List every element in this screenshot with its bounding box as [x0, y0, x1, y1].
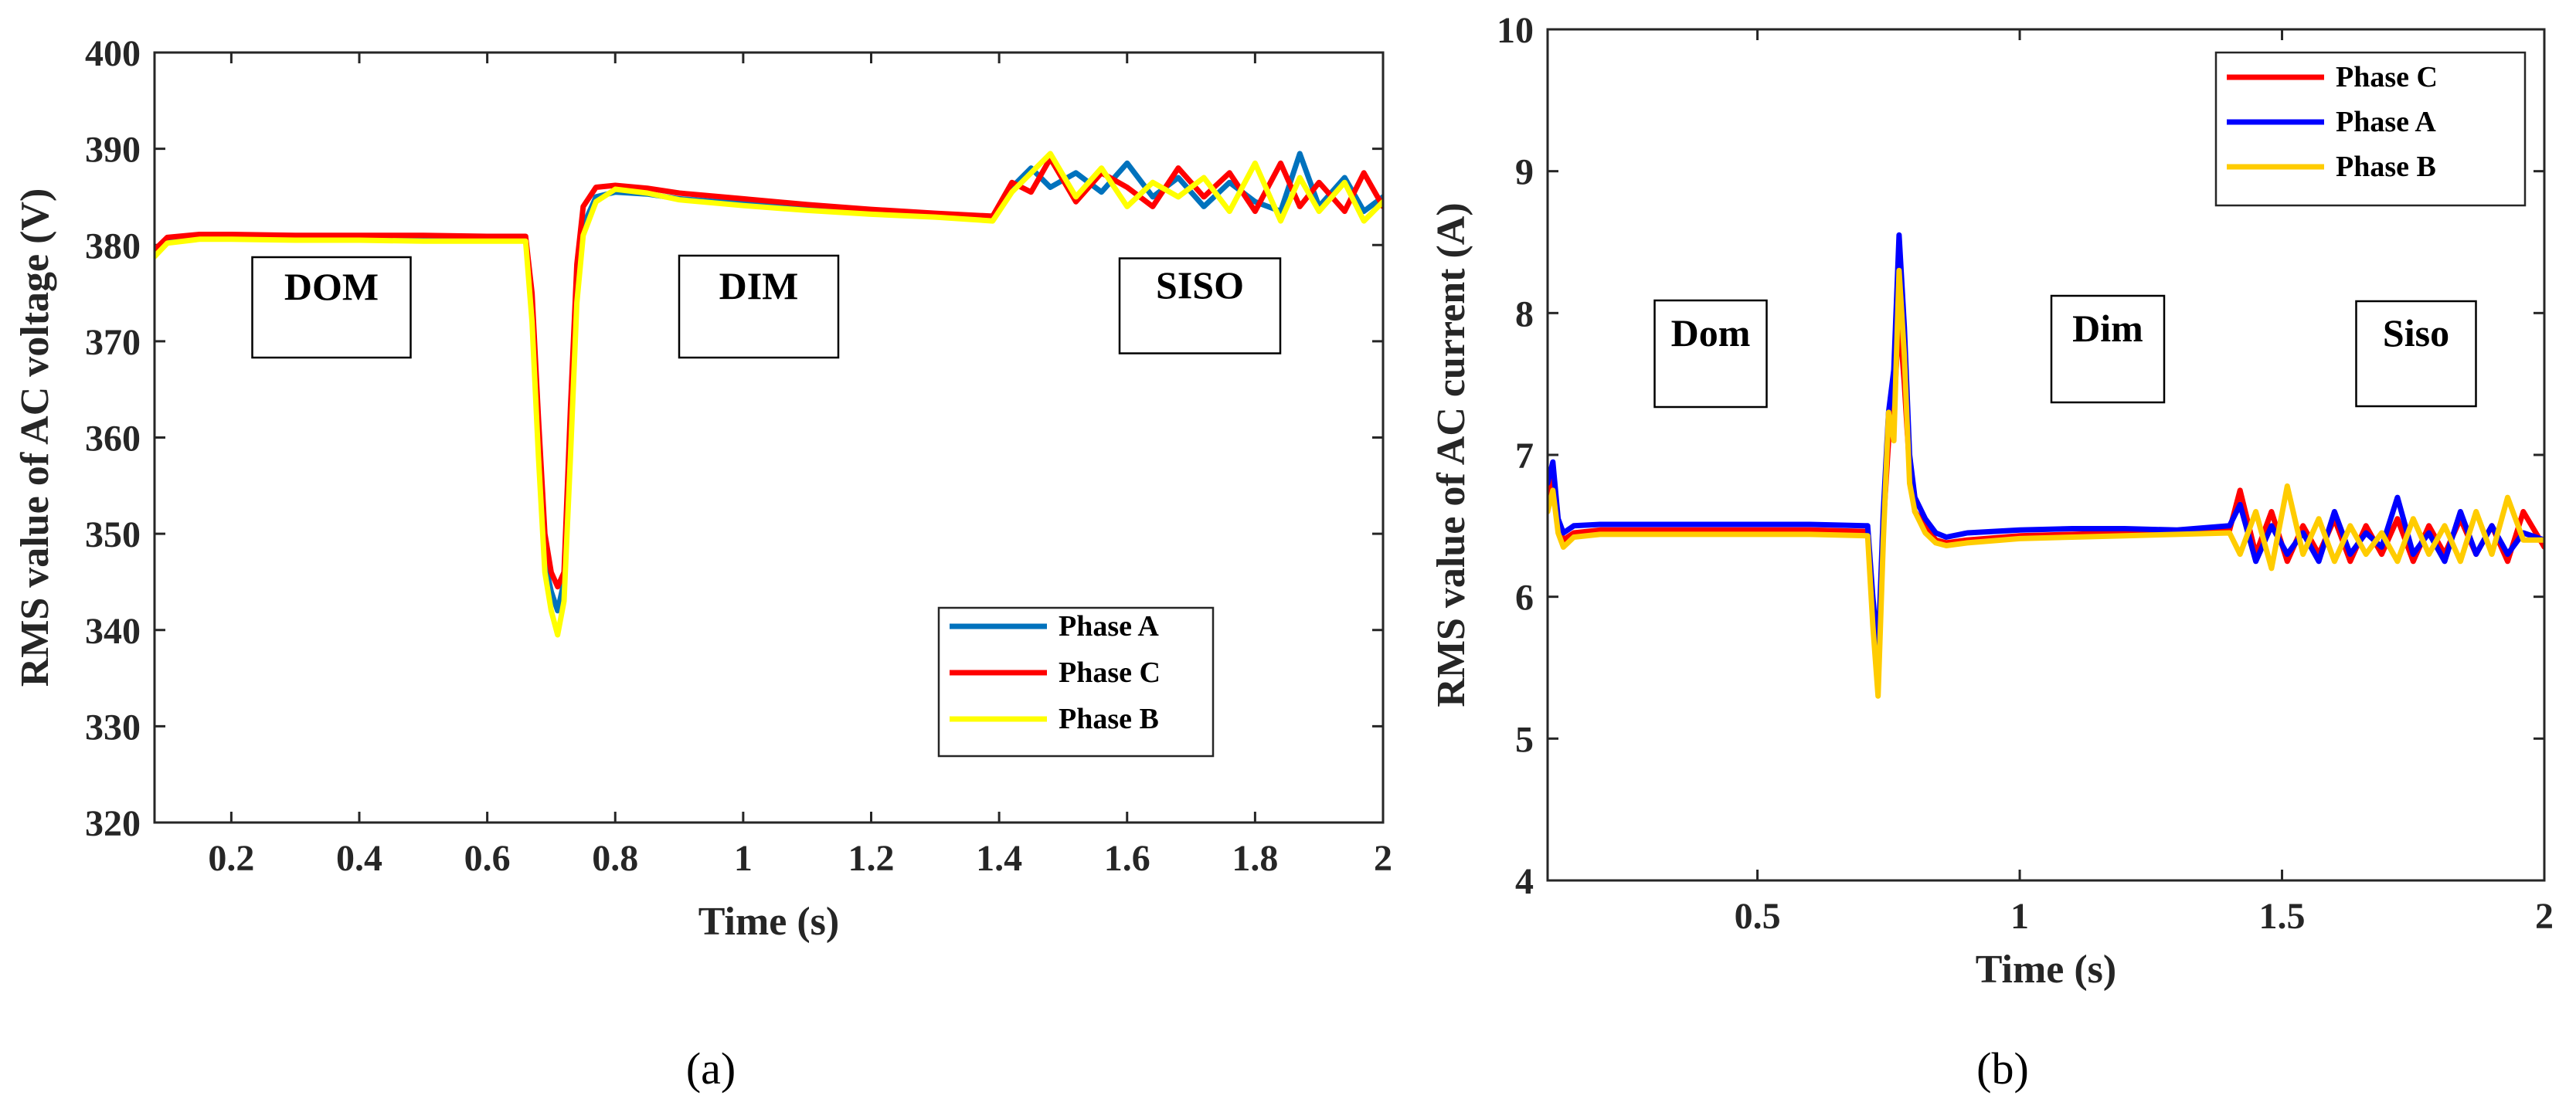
x-axis-label: Time (s): [1976, 948, 2116, 992]
region-label-dim: Dim: [2072, 307, 2143, 350]
legend-entry: Phase B: [1059, 703, 1159, 735]
x-tick-label: 1: [2010, 896, 2029, 937]
series-line-phase-b: [1548, 267, 2544, 699]
y-tick-label: 400: [85, 33, 141, 74]
legend-entry: Phase A: [2336, 106, 2436, 138]
y-tick-label: 370: [85, 322, 141, 363]
y-tick-label: 8: [1515, 293, 1534, 334]
y-tick-label: 9: [1515, 152, 1534, 193]
x-tick-label: 2: [2535, 896, 2554, 937]
region-label-dom: DOM: [284, 265, 379, 308]
x-tick-label: 1.6: [1104, 838, 1150, 879]
y-tick-label: 350: [85, 514, 141, 555]
region-label-dim: DIM: [719, 264, 799, 307]
y-tick-label: 360: [85, 419, 141, 460]
figure-caption: (a): [686, 1043, 736, 1094]
region-box: [1118, 257, 1282, 354]
x-tick-label: 1: [734, 838, 753, 879]
legend-entry: Phase C: [2336, 61, 2438, 93]
x-tick-label: 0.4: [336, 838, 382, 879]
chart-b: 0.5 1 1.5 2 4 5 6 7 8 9 10 Dom Dim Siso Phase C Phase A…: [1429, 10, 2554, 1094]
region-box: [2050, 294, 2166, 404]
y-tick-label: 390: [85, 130, 141, 171]
region-label-siso: SISO: [1156, 263, 1244, 307]
y-axis-label: RMS value of AC current (A): [1429, 202, 1473, 707]
x-tick-label: 2: [1374, 838, 1392, 879]
x-axis-label: Time (s): [698, 900, 839, 944]
series-line-phase-a: [1548, 232, 2544, 656]
x-tick-label: 0.5: [1735, 896, 1781, 937]
y-tick-label: 340: [85, 611, 141, 652]
x-tick-label: 1.4: [976, 838, 1022, 879]
y-tick-label: 4: [1515, 861, 1534, 902]
region-label-dom: Dom: [1671, 311, 1751, 354]
x-tick-label: 1.2: [848, 838, 895, 879]
chart-a: 0.2 0.4 0.6 0.8 1 1.2 1.4 1.6 1.8 2 320 330 340 350 36…: [13, 33, 1392, 1094]
y-axis-label: RMS value of AC voltage (V): [13, 188, 57, 687]
series-line-phase-b: [155, 151, 1383, 638]
region-box: [1653, 299, 1768, 409]
y-tick-label: 330: [85, 707, 141, 748]
legend-entry: Phase A: [1059, 610, 1159, 643]
y-tick-label: 5: [1515, 719, 1534, 760]
x-tick-label: 0.8: [592, 838, 638, 879]
legend-box: [937, 606, 1215, 758]
legend-entry: Phase B: [2336, 151, 2436, 183]
y-tick-label: 380: [85, 226, 141, 266]
region-label-siso: Siso: [2383, 311, 2449, 354]
series-line-phase-c: [155, 155, 1383, 590]
y-tick-label: 6: [1515, 578, 1534, 619]
legend-entry: Phase C: [1059, 656, 1161, 689]
x-tick-label: 0.6: [464, 838, 511, 879]
plot-frame: [1546, 28, 2546, 882]
plot-frame: [153, 51, 1385, 824]
y-tick-label: 320: [85, 803, 141, 844]
figure-caption: (b): [1976, 1043, 2029, 1094]
region-box: [251, 256, 412, 359]
region-box: [2355, 300, 2477, 408]
x-tick-label: 1.5: [2259, 896, 2306, 937]
y-tick-label: 10: [1497, 10, 1534, 51]
region-box: [678, 254, 840, 359]
x-tick-label: 0.2: [208, 838, 254, 879]
y-tick-label: 7: [1515, 436, 1534, 477]
x-tick-label: 1.8: [1232, 838, 1278, 879]
